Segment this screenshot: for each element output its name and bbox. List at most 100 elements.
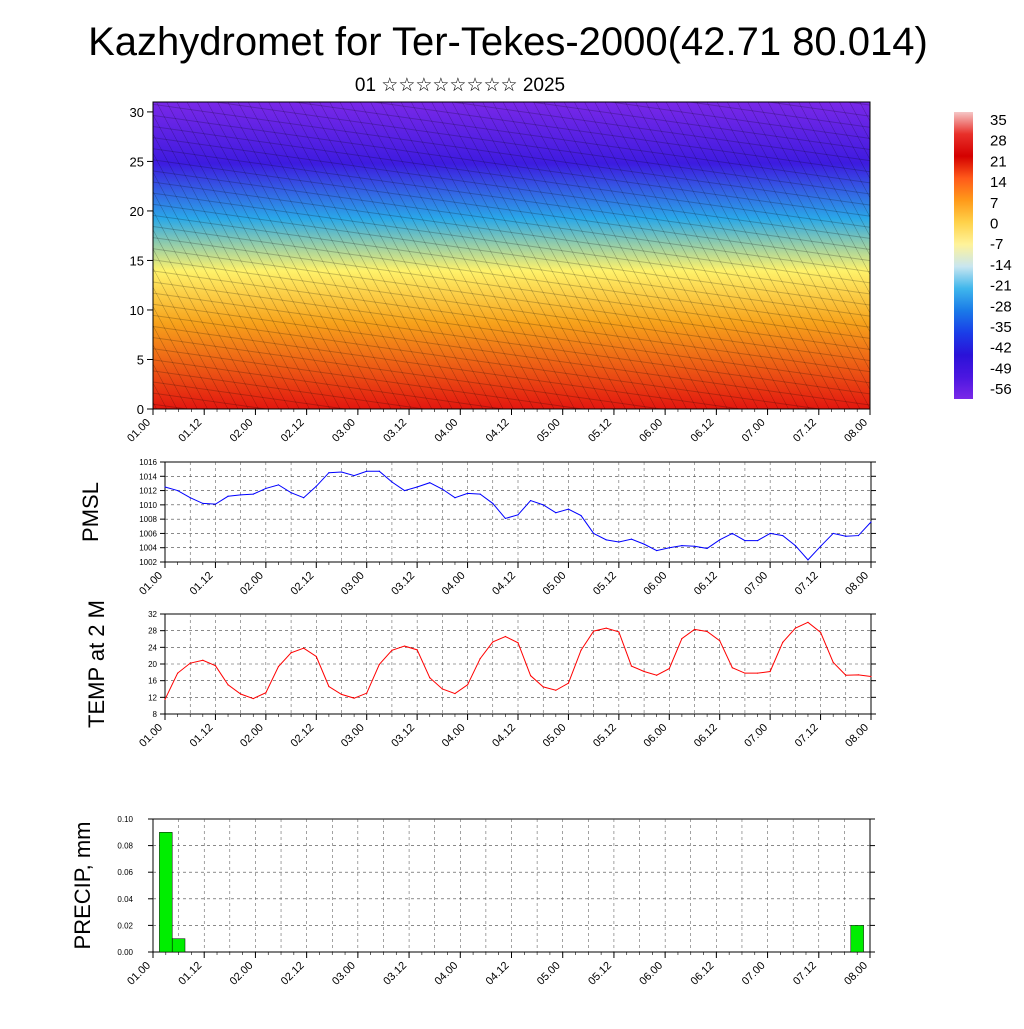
- pmsl-point: [466, 492, 469, 495]
- precip-ytick-label: 0.02: [117, 921, 133, 930]
- temp-xtick-label: 01.12: [188, 722, 216, 750]
- temp-xtick-label: 01.00: [137, 722, 165, 750]
- pmsl-ytick-label: 1012: [139, 487, 157, 496]
- pmsl-point: [542, 504, 544, 506]
- pmsl-point: [290, 492, 292, 494]
- pmsl-point: [277, 484, 280, 486]
- pmsl-xtick-label: 01.00: [137, 570, 165, 598]
- precipitation-panel: 0.00 0.02 0.04 0.06 0.08 0.10 01.00 01.12 02.00 0…: [70, 815, 875, 988]
- precip-ytick-label: 0.06: [117, 868, 133, 877]
- pmsl-point: [227, 495, 229, 497]
- temp-point: [441, 688, 443, 690]
- temp-xtick-label: 05.12: [591, 722, 619, 750]
- temp-point: [492, 641, 494, 643]
- temp-point: [618, 631, 620, 633]
- pmsl-point: [656, 549, 658, 552]
- colorbar-label: -7: [990, 236, 1003, 253]
- pmsl-point: [164, 486, 166, 488]
- pmsl-point: [769, 532, 771, 535]
- pmsl-point: [731, 532, 733, 535]
- cross-ytick-label: 30: [130, 105, 144, 120]
- pmsl-point: [870, 521, 872, 523]
- pmsl-xtick-label: 06.12: [692, 570, 720, 598]
- pmsl-point: [441, 488, 443, 490]
- pmsl-point: [265, 487, 267, 490]
- pmsl-point: [429, 482, 431, 484]
- figure-title: Kazhydromet for Ter-Tekes-2000(42.71 80.…: [88, 20, 928, 64]
- colorbar-label: 28: [990, 133, 1007, 150]
- temp-point: [693, 628, 696, 631]
- temp-xtick-label: 06.12: [692, 722, 720, 750]
- temp-point: [542, 686, 544, 688]
- temp-point: [580, 649, 582, 651]
- pmsl-xtick-label: 08.00: [843, 570, 871, 598]
- colorbar-label: -21: [990, 278, 1012, 295]
- temp-xtick-label: 02.00: [238, 722, 266, 750]
- pmsl-ylabel: PMSL: [78, 482, 103, 542]
- pmsl-point: [643, 543, 645, 545]
- temp-point: [630, 665, 633, 667]
- temp-point: [214, 665, 217, 667]
- colorbar-label: -14: [990, 257, 1012, 274]
- pmsl-point: [693, 545, 696, 547]
- temp-ytick-label: 16: [148, 677, 157, 686]
- pmsl-ytick-label: 1016: [139, 458, 157, 467]
- pmsl-point: [819, 545, 822, 547]
- temp-point: [555, 689, 557, 691]
- pmsl-point: [303, 497, 305, 499]
- precip-xtick-label: 03.12: [381, 960, 409, 988]
- pmsl-point: [706, 547, 708, 550]
- temp-point: [794, 627, 796, 629]
- cross-xtick-label: 03.00: [330, 417, 358, 445]
- pmsl-panel: 1002 1004 1006 1008 1010 1012 1014 1016 01.00 01.…: [78, 458, 876, 598]
- pmsl-ytick-label: 1006: [139, 529, 157, 538]
- temp-point: [593, 630, 595, 632]
- temp-point: [832, 661, 834, 663]
- temp-point: [416, 649, 418, 651]
- cross-ytick-label: 15: [130, 253, 144, 268]
- pmsl-point: [454, 497, 456, 499]
- colorbar-label: 21: [990, 153, 1007, 170]
- pmsl-point: [492, 502, 494, 505]
- figure-subtitle: 01 ☆☆☆☆☆☆☆☆ 2025: [355, 75, 565, 96]
- temp-point: [353, 697, 355, 699]
- temp-point: [756, 672, 759, 674]
- temp-xtick-label: 02.12: [288, 722, 316, 750]
- temp-ylabel: TEMP at 2 M: [84, 600, 109, 728]
- temp-point: [391, 649, 393, 651]
- temp-xtick-label: 04.12: [490, 722, 518, 750]
- temp-point: [240, 693, 242, 695]
- colorbar-label: 0: [990, 216, 998, 233]
- colorbar-label: -28: [990, 298, 1012, 315]
- temp-xtick-label: 06.00: [641, 722, 669, 750]
- cross-xtick-label: 02.12: [279, 417, 307, 445]
- cross-ytick-label: 5: [137, 352, 144, 367]
- temp-point: [706, 630, 708, 633]
- pmsl-xtick-label: 03.00: [339, 570, 367, 598]
- precip-xtick-label: 05.12: [586, 960, 614, 988]
- precip-xtick-label: 07.00: [740, 960, 768, 988]
- cross-xtick-label: 07.00: [740, 417, 768, 445]
- precip-ytick-label: 0.04: [117, 895, 133, 904]
- temp-point: [719, 640, 721, 642]
- precip-xtick-label: 07.12: [791, 960, 819, 988]
- cross-ytick-label: 10: [130, 303, 144, 318]
- pmsl-point: [240, 494, 242, 496]
- temp-ytick-label: 28: [148, 627, 157, 636]
- precip-bar: [159, 832, 173, 953]
- pmsl-point: [189, 497, 191, 499]
- temp-point: [744, 672, 746, 674]
- pmsl-xtick-label: 03.12: [389, 570, 417, 598]
- pmsl-point: [328, 472, 330, 474]
- precip-xtick-label: 02.12: [279, 960, 307, 988]
- temp-point: [164, 698, 166, 701]
- precip-xtick-label: 01.00: [125, 960, 153, 988]
- cross-xtick-label: 04.12: [484, 417, 512, 445]
- temp-point: [857, 674, 859, 676]
- pmsl-point: [719, 539, 721, 541]
- temp-xtick-label: 04.00: [440, 722, 468, 750]
- temp-point: [681, 637, 683, 640]
- cross-ytick-label: 25: [130, 154, 144, 169]
- colorbar-label: 14: [990, 174, 1007, 191]
- temp-point: [265, 692, 267, 694]
